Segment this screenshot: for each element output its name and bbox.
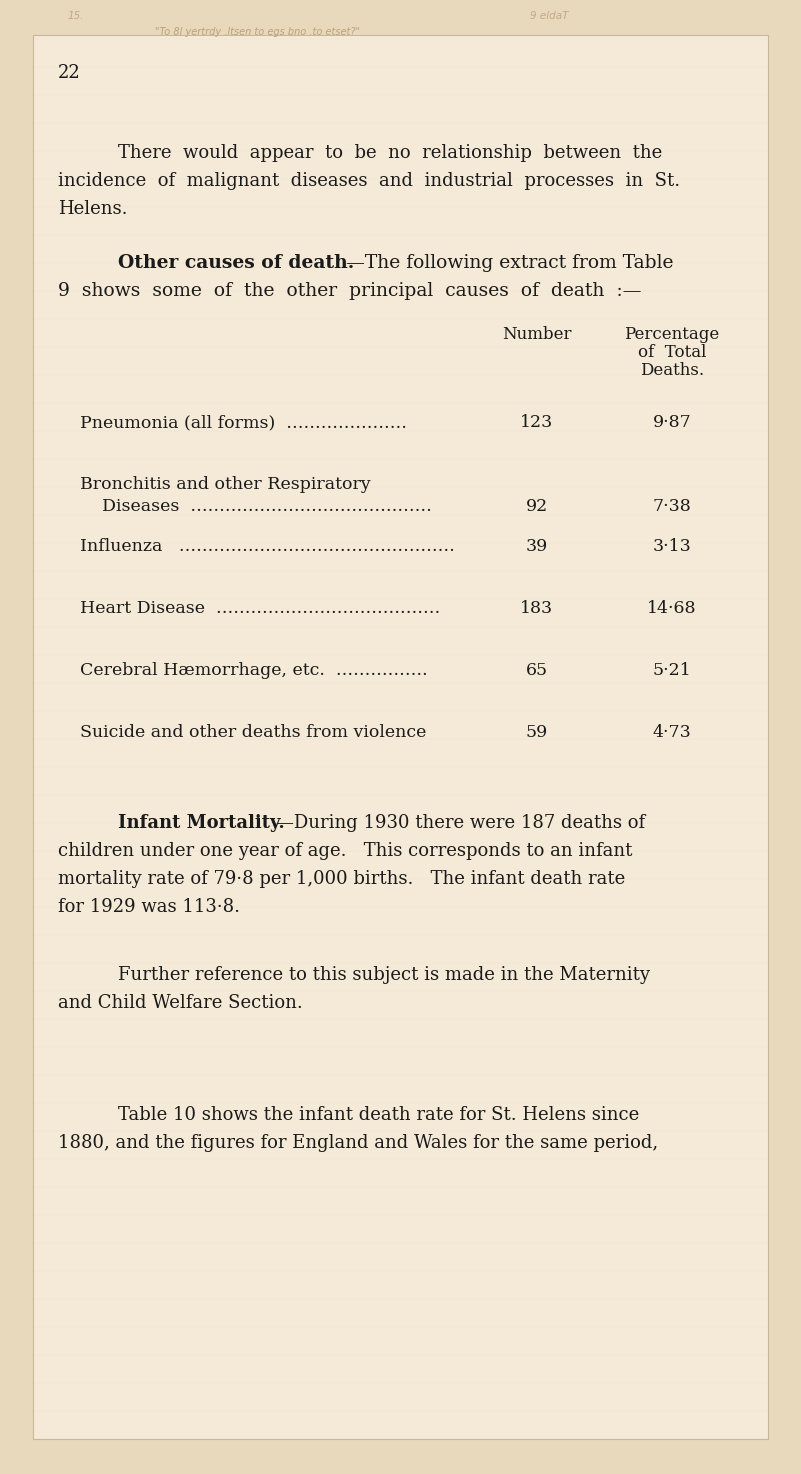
Text: —During 1930 there were 187 deaths of: —During 1930 there were 187 deaths of <box>276 814 645 831</box>
Text: 65: 65 <box>526 662 548 680</box>
Text: "To 8l yertrdy .ltsen to egs bno .to etset?": "To 8l yertrdy .ltsen to egs bno .to ets… <box>155 27 360 37</box>
Text: of  Total: of Total <box>638 343 706 361</box>
Text: 9  shows  some  of  the  other  principal  causes  of  death  :—: 9 shows some of the other principal caus… <box>58 282 642 301</box>
Text: 92: 92 <box>526 498 548 514</box>
Text: and Child Welfare Section.: and Child Welfare Section. <box>58 993 303 1013</box>
Text: Number: Number <box>502 326 572 343</box>
Text: Further reference to this subject is made in the Maternity: Further reference to this subject is mad… <box>118 965 650 985</box>
Text: There  would  appear  to  be  no  relationship  between  the: There would appear to be no relationship… <box>118 144 662 162</box>
Text: 4·73: 4·73 <box>653 724 691 741</box>
Text: Deaths.: Deaths. <box>640 363 704 379</box>
Text: 183: 183 <box>521 600 553 618</box>
Text: 59: 59 <box>526 724 548 741</box>
Text: children under one year of age.   This corresponds to an infant: children under one year of age. This cor… <box>58 842 632 859</box>
Text: Diseases  ……………………………………: Diseases …………………………………… <box>80 498 432 514</box>
Text: Cerebral Hæmorrhage, etc.  …………….: Cerebral Hæmorrhage, etc. ……………. <box>80 662 428 680</box>
Text: for 1929 was 113·8.: for 1929 was 113·8. <box>58 898 240 915</box>
Text: Pneumonia (all forms)  …………………: Pneumonia (all forms) ………………… <box>80 414 407 430</box>
Text: 3·13: 3·13 <box>653 538 691 556</box>
Text: Table 10 shows the infant death rate for St. Helens since: Table 10 shows the infant death rate for… <box>118 1106 639 1125</box>
Text: 39: 39 <box>526 538 548 556</box>
Text: 7·38: 7·38 <box>653 498 691 514</box>
Text: Percentage: Percentage <box>624 326 719 343</box>
Text: 14·68: 14·68 <box>647 600 697 618</box>
Text: incidence  of  malignant  diseases  and  industrial  processes  in  St.: incidence of malignant diseases and indu… <box>58 172 680 190</box>
Text: 9 eldaT: 9 eldaT <box>530 10 569 21</box>
Text: 15.: 15. <box>68 10 84 21</box>
Text: Other causes of death.: Other causes of death. <box>118 254 354 273</box>
Text: 5·21: 5·21 <box>653 662 691 680</box>
Text: Heart Disease  …………………………………: Heart Disease ………………………………… <box>80 600 441 618</box>
Text: Influenza   …………………………………………: Influenza ………………………………………… <box>80 538 455 556</box>
Text: 9·87: 9·87 <box>653 414 691 430</box>
Text: 123: 123 <box>521 414 553 430</box>
Text: Bronchitis and other Respiratory: Bronchitis and other Respiratory <box>80 476 371 492</box>
Text: 22: 22 <box>58 63 81 83</box>
Text: mortality rate of 79·8 per 1,000 births.   The infant death rate: mortality rate of 79·8 per 1,000 births.… <box>58 870 626 887</box>
Text: Infant Mortality.: Infant Mortality. <box>118 814 284 831</box>
Text: —The following extract from Table: —The following extract from Table <box>346 254 674 273</box>
Text: Helens.: Helens. <box>58 200 127 218</box>
Text: 1880, and the figures for England and Wales for the same period,: 1880, and the figures for England and Wa… <box>58 1134 658 1153</box>
Text: Suicide and other deaths from violence: Suicide and other deaths from violence <box>80 724 426 741</box>
